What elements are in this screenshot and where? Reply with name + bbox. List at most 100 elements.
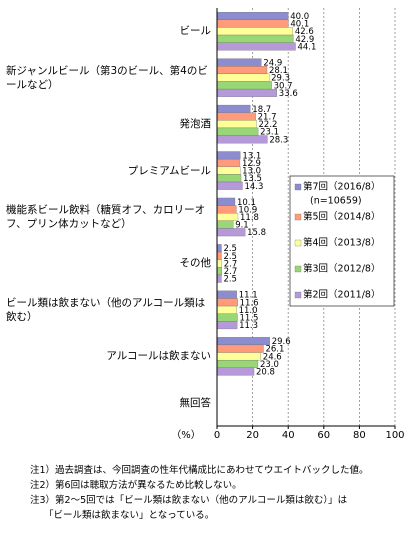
bar xyxy=(216,42,296,51)
bar xyxy=(216,259,222,268)
bar xyxy=(216,267,222,276)
value-label: 11.6 xyxy=(240,298,259,308)
value-label: 10.1 xyxy=(237,198,256,208)
value-label: 21.7 xyxy=(258,112,277,122)
bar xyxy=(216,58,262,67)
value-label: 42.6 xyxy=(295,27,314,37)
bar xyxy=(216,181,243,190)
value-label: 40.0 xyxy=(290,12,309,22)
category-label: その他 xyxy=(179,257,212,270)
legend-swatch xyxy=(294,213,302,221)
bar xyxy=(216,367,255,376)
category-label: ビール類は飲まない（他のアルコール類は飲む） xyxy=(6,296,206,323)
value-label: 10.9 xyxy=(238,205,257,215)
bar xyxy=(216,81,272,90)
value-label: 26.1 xyxy=(265,345,284,355)
category-label: アルコールは飲まない xyxy=(106,350,211,363)
bar xyxy=(216,166,241,175)
value-label: 13.1 xyxy=(242,151,261,161)
value-label: 2.5 xyxy=(223,244,237,254)
legend-swatch xyxy=(294,265,302,273)
bar xyxy=(216,73,270,82)
bar xyxy=(216,305,237,314)
value-label: 33.6 xyxy=(279,89,298,99)
bar xyxy=(216,298,238,307)
bar xyxy=(216,127,259,136)
bar xyxy=(216,274,222,283)
value-label: 2.7 xyxy=(224,267,238,277)
x-tick-label: 60 xyxy=(317,430,330,441)
bar xyxy=(216,290,237,299)
bar xyxy=(216,359,259,368)
legend-note: (n=10659) xyxy=(310,196,362,207)
bar xyxy=(216,34,294,43)
bar xyxy=(216,12,289,20)
x-tick-label: 100 xyxy=(385,430,404,441)
bar xyxy=(216,135,268,144)
bar xyxy=(216,220,234,229)
x-tick-label: 0 xyxy=(214,430,220,441)
bar xyxy=(216,120,257,129)
x-axis-label: （%） xyxy=(171,429,201,441)
bar xyxy=(216,112,256,121)
value-label: 28.3 xyxy=(269,135,288,145)
bar xyxy=(216,158,241,167)
value-label: 2.7 xyxy=(224,259,238,269)
value-label: 9.1 xyxy=(235,221,249,231)
note: 「ビール類は飲まない」となっている。 xyxy=(44,510,215,521)
value-label: 11.8 xyxy=(240,213,259,223)
bar xyxy=(216,197,236,206)
bar xyxy=(216,228,246,237)
value-label: 23.0 xyxy=(260,360,279,370)
category-label: 新ジャンルビール（第3のビール、第4のビールなど） xyxy=(6,64,208,91)
legend-swatch xyxy=(294,239,302,247)
bar xyxy=(216,344,264,353)
bar xyxy=(216,352,261,361)
value-label: 14.3 xyxy=(244,182,263,192)
value-label: 11.0 xyxy=(239,306,258,316)
value-label: 24.6 xyxy=(263,352,282,362)
bar xyxy=(216,174,242,183)
value-label: 11.3 xyxy=(239,321,258,331)
value-label: 29.3 xyxy=(271,74,290,84)
note: 注2）第6回は聴取方法が異なるため比較しない。 xyxy=(30,480,242,491)
value-label: 11.5 xyxy=(239,314,258,324)
value-label: 24.9 xyxy=(263,58,282,68)
value-label: 2.5 xyxy=(223,275,237,285)
bar xyxy=(216,337,270,346)
value-label: 28.1 xyxy=(269,66,288,76)
note: 注1）過去調査は、今回調査の性年代構成比にあわせてウエイトバックした値。 xyxy=(30,465,369,476)
value-label: 30.7 xyxy=(274,81,293,91)
category-label: 無回答 xyxy=(179,396,212,409)
value-label: 23.1 xyxy=(260,128,279,138)
bar xyxy=(216,27,293,36)
note: 注3）第2～5回では「ビール類は飲まない（他のアルコール類は飲む）」は xyxy=(30,495,348,506)
value-label: 13.5 xyxy=(243,174,262,184)
value-label: 2.5 xyxy=(223,252,237,262)
legend-box xyxy=(289,175,395,307)
value-label: 20.8 xyxy=(256,368,275,378)
value-label: 11.1 xyxy=(239,291,258,301)
legend-label: 第4回（2013/8） xyxy=(303,237,380,249)
bar xyxy=(216,244,222,253)
legend-label: 第3回（2012/8） xyxy=(303,263,380,275)
bar xyxy=(216,19,289,28)
legend-label: 第7回（2016/8） xyxy=(303,181,380,193)
value-label: 18.7 xyxy=(252,105,271,115)
value-label: 42.9 xyxy=(295,35,314,45)
x-tick-label: 20 xyxy=(246,430,259,441)
legend-swatch xyxy=(294,183,302,191)
bar xyxy=(216,321,238,330)
legend-swatch xyxy=(294,291,302,299)
bar xyxy=(216,151,241,160)
category-label: 機能系ビール飲料（糖質オフ、カロリーオフ、プリン体カットなど） xyxy=(6,204,206,230)
x-tick-label: 40 xyxy=(282,430,295,441)
value-label: 29.6 xyxy=(272,337,291,347)
legend-label: 第5回（2014/8） xyxy=(303,211,380,223)
value-label: 15.8 xyxy=(247,228,266,238)
value-label: 44.1 xyxy=(297,42,316,52)
bar xyxy=(216,104,251,113)
value-label: 13.0 xyxy=(242,167,261,177)
